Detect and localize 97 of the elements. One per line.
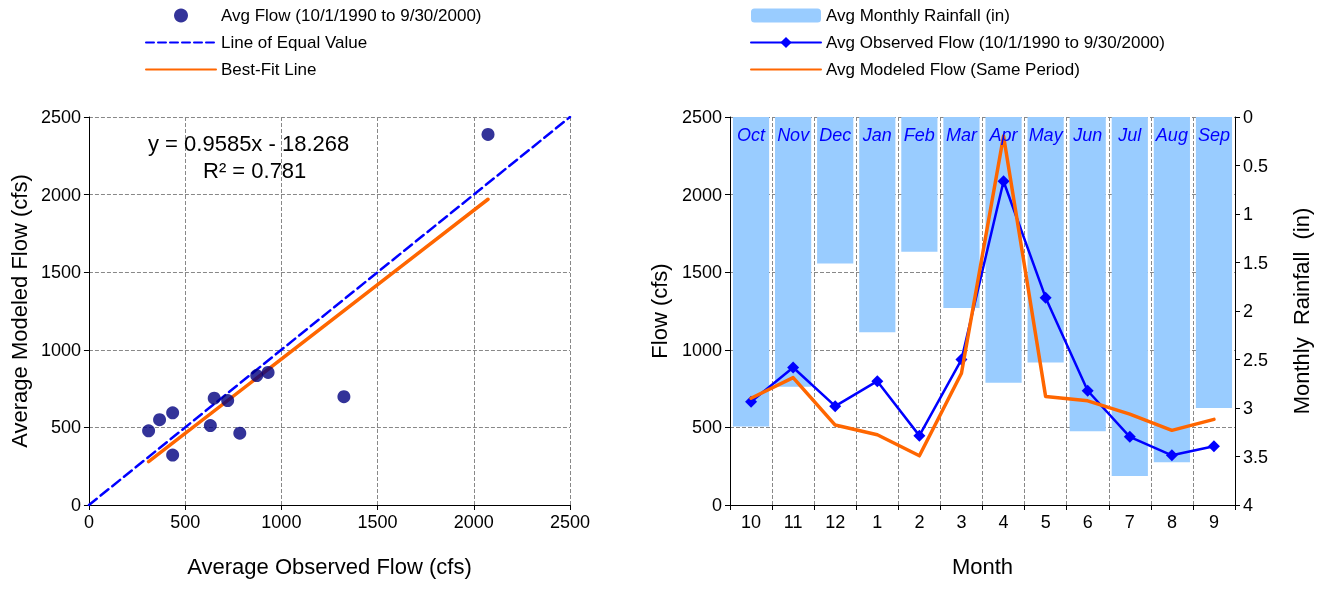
y2-tick-label: 2 [1243,301,1254,321]
y-tick-label: 1500 [681,262,722,283]
x-tick-label: 4 [998,512,1009,532]
point [1123,430,1136,443]
y-tick-label: 1000 [40,339,81,360]
y2-tick-label: 2.5 [1243,349,1269,370]
bar [943,117,980,309]
point [787,361,800,374]
point [203,419,217,433]
y-tick-label: 0 [70,495,81,515]
x-tick-label: 1 [872,512,883,532]
point [1165,449,1178,462]
point [1081,384,1094,397]
x-axis-title: Month [951,553,1014,579]
legend-label: Avg Flow (10/1/1990 to 9/30/2000) [221,6,482,25]
y2-axis-title: Monthly Rainfall (in) [1288,207,1314,415]
x-tick-label: 8 [1166,512,1177,532]
x-tick-label: 9 [1208,512,1219,532]
point [829,400,842,413]
bar [775,117,812,387]
x-tick-label: 2500 [549,512,591,532]
data-label: Apr [988,124,1019,145]
x-tick-label: 10 [741,512,762,532]
point [233,426,247,440]
legend-label: Avg Monthly Rainfall (in) [826,6,1010,25]
y2-tick-label: 0.5 [1243,155,1269,176]
y2-tick-label: 1 [1243,204,1254,224]
y-tick-label: 1500 [40,262,81,283]
y-tick-label: 1000 [681,339,722,360]
bar [901,117,938,252]
data-label: Dec [819,124,852,145]
point [1039,291,1052,304]
data-label: Jul [1117,124,1143,145]
y-tick-label: 2500 [681,107,722,127]
data-label: Mar [945,124,978,145]
y-tick-label: 500 [691,417,722,438]
bar [1069,117,1106,432]
point [153,413,167,427]
x-tick-label: 6 [1082,512,1093,532]
data-label: Jun [1072,124,1103,145]
y2-tick-label: 4 [1243,495,1254,515]
point [337,390,351,404]
x-tick-label: 2000 [453,512,494,532]
x-tick-label: 7 [1124,512,1135,532]
legend-label: Best-Fit Line [221,60,317,79]
x-tick-label: 1500 [357,512,398,532]
y-tick-label: 2500 [40,107,81,127]
legend-label: Avg Modeled Flow (Same Period) [826,60,1080,79]
y-tick-label: 500 [50,417,81,438]
data-label: Sep [1197,124,1230,145]
point [261,365,275,379]
data-label: Jan [861,124,892,145]
x-tick-label: 2 [914,512,925,532]
point [207,391,221,405]
x-tick-label: 12 [825,512,846,532]
bar [817,117,854,264]
x-tick-label: 500 [170,512,201,532]
point [913,429,926,442]
data-label: May [1028,124,1064,145]
point [871,375,884,388]
y-axis-title: Average Modeled Flow (cfs) [6,174,32,448]
y2-tick-label: 3.5 [1243,446,1269,467]
x-tick-label: 5 [1040,512,1051,532]
x-tick-label: 3 [956,512,967,532]
annotation: R² = 0.781 [203,157,307,183]
bar [859,117,896,333]
data-label: Aug [1154,124,1188,145]
point [997,175,1010,188]
point [166,406,180,420]
x-axis-title: Average Observed Flow (cfs) [187,553,472,579]
bar [732,117,770,427]
data-label: Feb [903,124,935,145]
point [142,424,156,438]
point [250,369,264,383]
bar [1153,117,1190,463]
data-label: Nov [777,124,811,145]
y2-tick-label: 0 [1243,107,1254,127]
x-tick-label: 0 [83,512,94,532]
legend-label: Line of Equal Value [221,33,368,52]
point [166,448,180,462]
x-tick-label: 11 [783,512,803,532]
y-tick-label: 0 [711,495,722,515]
point [481,127,495,141]
y2-tick-label: 1.5 [1243,252,1269,273]
legend-label: Avg Observed Flow (10/1/1990 to 9/30/2000) [826,33,1165,52]
x-tick-label: 1000 [261,512,302,532]
point [221,394,235,408]
bar [1195,117,1233,408]
y2-tick-label: 3 [1243,398,1254,418]
y-tick-label: 2000 [40,184,81,205]
point [1207,440,1220,453]
annotation: y = 0.9585x - 18.268 [148,130,350,156]
bar [1027,117,1064,363]
bar [1111,117,1148,476]
y-tick-label: 2000 [681,184,722,205]
y-axis-title: Flow (cfs) [646,263,672,359]
data-label: Oct [737,124,767,145]
